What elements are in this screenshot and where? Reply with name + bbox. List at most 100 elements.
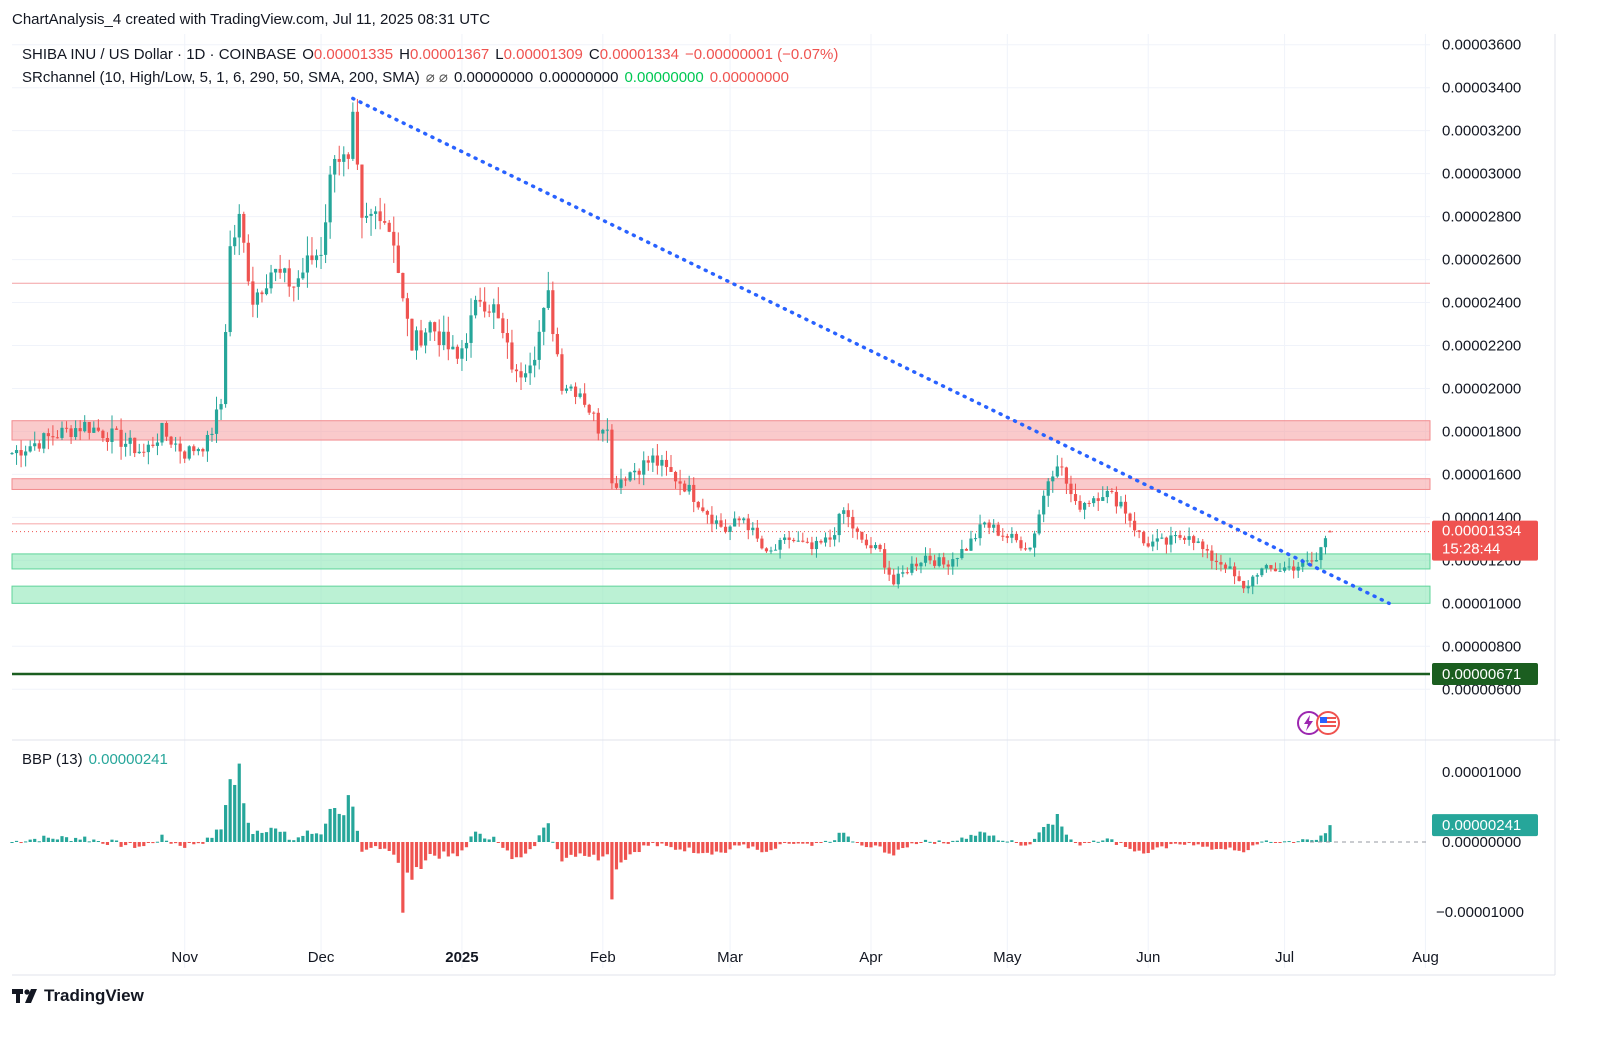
bbp-bar xyxy=(269,827,273,842)
candle-body xyxy=(687,484,691,492)
candle-body xyxy=(1096,498,1100,501)
candle-body xyxy=(1314,560,1318,562)
candle-body xyxy=(14,450,19,454)
bbp-bar xyxy=(251,834,255,842)
time-tick-label: Aug xyxy=(1412,949,1439,966)
candle-body xyxy=(1001,535,1005,537)
candle-body xyxy=(946,564,950,567)
candle-body xyxy=(1060,466,1064,468)
bbp-bar xyxy=(951,840,955,842)
bbp-bar xyxy=(828,841,832,843)
bbp-bar xyxy=(1105,838,1109,842)
bbp-bar xyxy=(773,842,778,849)
bbp-bar xyxy=(92,839,96,842)
price-tick-label: 0.00003600 xyxy=(1442,37,1521,54)
indicator-title[interactable]: SRchannel (10, High/Low, 5, 1, 6, 290, 5… xyxy=(22,69,420,86)
candle-body xyxy=(1169,535,1173,545)
price-tick-label: 0.00001600 xyxy=(1442,466,1521,483)
symbol-title[interactable]: SHIBA INU / US Dollar · 1D · COINBASE xyxy=(22,46,297,63)
price-tick-label: 0.00003200 xyxy=(1442,123,1521,140)
bbp-bar xyxy=(1051,824,1055,842)
candle-body xyxy=(1064,467,1069,484)
bbp-bar xyxy=(1037,832,1041,842)
bbp-bar xyxy=(442,842,446,852)
bbp-bar xyxy=(501,842,505,848)
bbp-bar xyxy=(537,835,541,842)
price-tick-label: 0.00002000 xyxy=(1442,380,1521,397)
candle-body xyxy=(614,483,619,488)
candle-body xyxy=(410,318,414,351)
candle-body xyxy=(1146,543,1150,547)
bbp-bar xyxy=(260,832,264,842)
bbp-bar xyxy=(842,832,846,842)
bbp-bar xyxy=(896,842,900,850)
candle-body xyxy=(760,538,764,549)
candle-body xyxy=(1051,476,1055,482)
candle-body xyxy=(42,433,46,449)
bbp-title[interactable]: BBP (13) xyxy=(22,751,83,768)
candle-body xyxy=(583,393,587,405)
bbp-bar xyxy=(637,842,641,853)
trendline xyxy=(351,96,1391,606)
candle-body xyxy=(392,231,396,246)
bbp-bar xyxy=(355,830,360,842)
bbp-bar xyxy=(605,842,609,855)
candle-body xyxy=(119,429,123,447)
bbp-bar xyxy=(455,842,459,857)
candle-body xyxy=(1128,513,1132,521)
candle-body xyxy=(664,459,669,468)
bbp-bar xyxy=(805,842,809,844)
candle-body xyxy=(719,520,723,527)
candle-body xyxy=(137,451,141,454)
bbp-bar xyxy=(783,842,787,844)
candle-body xyxy=(333,158,337,175)
candle-body xyxy=(224,332,228,405)
descending-trendline xyxy=(351,96,1391,606)
candle-body xyxy=(419,330,423,346)
bbp-bar xyxy=(60,836,64,842)
event-icons[interactable] xyxy=(1296,710,1348,736)
candle-body xyxy=(964,549,969,551)
candle-body xyxy=(164,423,169,437)
candle-body xyxy=(1255,575,1259,577)
candle-body xyxy=(564,388,569,391)
candle-body xyxy=(1305,560,1309,562)
price-tick-label: 0.00002600 xyxy=(1442,252,1521,269)
candle-body xyxy=(928,555,932,561)
candle-body xyxy=(605,429,609,431)
bbp-bar xyxy=(301,835,305,842)
bbp-bar xyxy=(110,839,114,842)
bbp-bar xyxy=(737,842,741,846)
legend-main: SHIBA INU / US Dollar · 1D · COINBASE O0.… xyxy=(22,46,839,63)
tradingview-logo[interactable]: TradingView xyxy=(12,986,144,1006)
candle-body xyxy=(478,299,482,302)
candle-body xyxy=(542,307,546,332)
bbp-last-label: 0.00000241 xyxy=(1442,817,1521,834)
candle-body xyxy=(828,537,832,540)
candle-body xyxy=(69,428,73,438)
candle-body xyxy=(205,434,210,452)
bbp-bar xyxy=(864,842,869,848)
bbp-bar xyxy=(1182,842,1187,845)
bbp-bar xyxy=(519,842,523,858)
candle-body xyxy=(533,359,537,366)
bbp-bar xyxy=(1178,842,1182,845)
bbp-bar xyxy=(714,842,719,852)
candle-body xyxy=(74,428,78,438)
bbp-bar xyxy=(405,842,409,873)
bbp-bar xyxy=(1001,840,1005,842)
candle-body xyxy=(1328,531,1332,533)
bbp-bar xyxy=(1264,840,1268,842)
bbp-bar xyxy=(101,842,105,844)
bbp-tick-label: −0.00001000 xyxy=(1436,904,1524,921)
bbp-bar xyxy=(628,842,632,855)
candle-body xyxy=(996,524,1000,536)
bbp-bar xyxy=(814,842,819,843)
candle-body xyxy=(37,443,41,449)
candle-body xyxy=(510,342,514,370)
bbp-bar xyxy=(696,842,700,854)
candle-body xyxy=(28,446,32,452)
bbp-bar xyxy=(1132,842,1137,852)
candle-body xyxy=(978,524,982,539)
